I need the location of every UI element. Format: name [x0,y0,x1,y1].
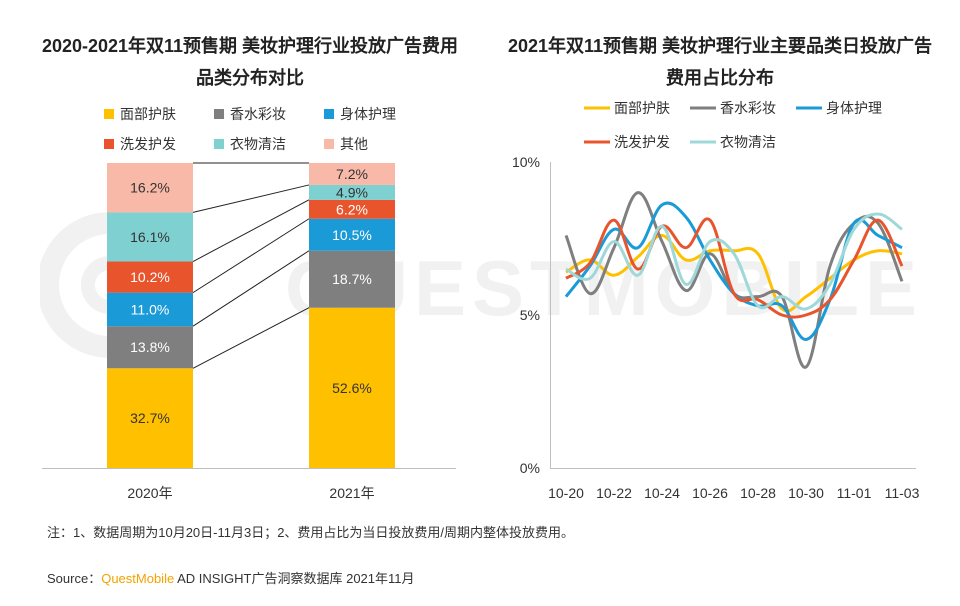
legend-swatch [324,139,334,149]
bar-segment [309,163,395,185]
data-label: 16.1% [130,229,170,245]
bar-segment [309,250,395,308]
data-label: 6.2% [336,201,368,217]
legend-swatch [214,139,224,149]
legend-label: 身体护理 [826,100,882,116]
source-line: Source：QuestMobile AD INSIGHT广告洞察数据库 202… [47,568,415,587]
legend-label: 面部护肤 [614,100,670,116]
x-tick-label: 10-28 [740,485,776,501]
bar-segment [107,326,193,369]
x-tick-label: 2020年 [127,485,172,501]
x-tick-label: 11-01 [837,485,872,501]
x-tick-label: 10-22 [596,485,632,501]
bar-segment [309,307,395,468]
data-label: 7.2% [336,166,368,182]
y-tick-label: 10% [512,154,540,170]
x-tick-label: 10-30 [788,485,824,501]
source-brand: QuestMobile [101,571,175,586]
legend-label: 衣物清洁 [230,136,286,152]
data-label: 52.6% [332,380,372,396]
bar-segment [107,261,193,293]
connector-line [192,250,310,327]
legend-label: 身体护理 [340,106,396,122]
bar-segment [309,199,395,219]
bar-segment [107,292,193,327]
source-suffix: AD INSIGHT广告洞察数据库 2021年11月 [174,571,415,586]
legend-swatch [214,109,224,119]
y-tick-label: 0% [520,460,540,476]
legend-swatch [104,139,114,149]
data-label: 11.0% [131,301,170,317]
legend-label: 洗发护发 [120,136,176,152]
bar-segment [107,212,193,262]
legend-label: 衣物清洁 [720,134,776,150]
series-line [564,191,904,369]
legend-label: 面部护肤 [120,106,176,122]
data-label: 18.7% [332,271,372,287]
data-label: 32.7% [130,410,170,426]
bar-segment [309,184,395,200]
series-line [565,233,903,313]
left-chart-title: 2020-2021年双11预售期 美妆护理行业投放广告费用品类分布对比 [41,36,459,88]
connector-line [192,184,310,213]
connector-line [192,199,310,262]
connector-line [192,218,310,294]
data-label: 10.5% [332,227,372,243]
x-tick-label: 10-26 [692,485,728,501]
bar-segment [107,368,193,468]
source-prefix: Source： [47,571,102,586]
x-tick-label: 10-20 [548,485,584,501]
x-tick-label: 11-03 [885,485,920,501]
y-tick-label: 5% [520,307,540,323]
data-label: 16.2% [130,180,170,196]
footnote: 注：1、数据周期为10月20日-11月3日；2、费用占比为当日投放费用/周期内整… [47,525,575,540]
x-tick-label: 10-24 [644,485,680,501]
series-line [565,217,904,319]
right-chart-title: 2021年双11预售期 美妆护理行业主要品类日投放广告费用占比分布 [507,36,933,88]
legend-label: 洗发护发 [614,134,670,150]
data-label: 10.2% [130,269,170,285]
data-label: 4.9% [336,184,368,200]
legend-swatch [324,109,334,119]
bar-segment [107,163,193,213]
connector-line [192,307,310,369]
bar-segment [309,218,395,251]
legend-label: 香水彩妆 [230,106,286,122]
x-tick-label: 2021年 [329,485,374,501]
data-label: 13.8% [130,339,170,355]
legend-label: 其他 [340,136,368,152]
legend-swatch [104,109,114,119]
legend-label: 香水彩妆 [720,100,776,116]
series-line [565,212,903,311]
